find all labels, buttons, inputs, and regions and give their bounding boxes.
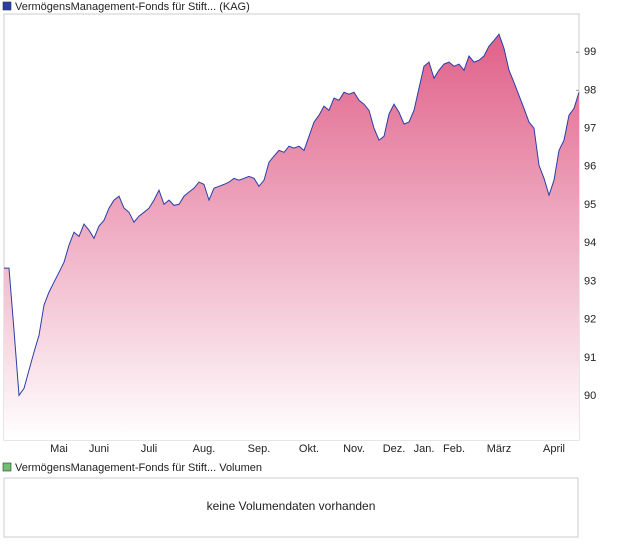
y-tick-label: 92	[584, 314, 596, 326]
x-tick-label: Juni	[89, 443, 109, 455]
y-tick-label: 99	[584, 46, 596, 58]
x-tick-label: Jan.	[414, 443, 435, 455]
y-tick-label: 94	[584, 237, 596, 249]
y-tick-label: 91	[584, 352, 596, 364]
x-tick-label: Aug.	[193, 443, 216, 455]
y-tick-label: 96	[584, 161, 596, 173]
x-tick-label: April	[543, 443, 565, 455]
x-tick-label: März	[487, 443, 511, 455]
x-tick-label: Nov.	[343, 443, 365, 455]
y-tick-label: 90	[584, 390, 596, 402]
line	[4, 33, 580, 397]
legend-swatch	[2, 1, 12, 11]
y-tick-label: 95	[584, 199, 596, 211]
legend-label: VermögensManagement-Fonds für Stift... (…	[15, 1, 250, 13]
volume-frame	[3, 477, 579, 538]
legend-swatch	[2, 462, 12, 472]
area	[4, 34, 579, 440]
x-tick-label: Okt.	[299, 443, 319, 455]
x-tick-label: Dez.	[383, 443, 406, 455]
y-tick-label: 93	[584, 275, 596, 287]
y-tick-label: 98	[584, 84, 596, 96]
volume-legend-label: VermögensManagement-Fonds für Stift... V…	[15, 462, 262, 474]
x-tick-label: Feb.	[443, 443, 465, 455]
x-tick-label: Sep.	[248, 443, 271, 455]
volume-message: keine Volumendaten vorhanden	[207, 499, 376, 513]
x-tick-label: Juli	[141, 443, 158, 455]
y-tick-label: 97	[584, 123, 596, 135]
x-tick-label: Mai	[50, 443, 68, 455]
